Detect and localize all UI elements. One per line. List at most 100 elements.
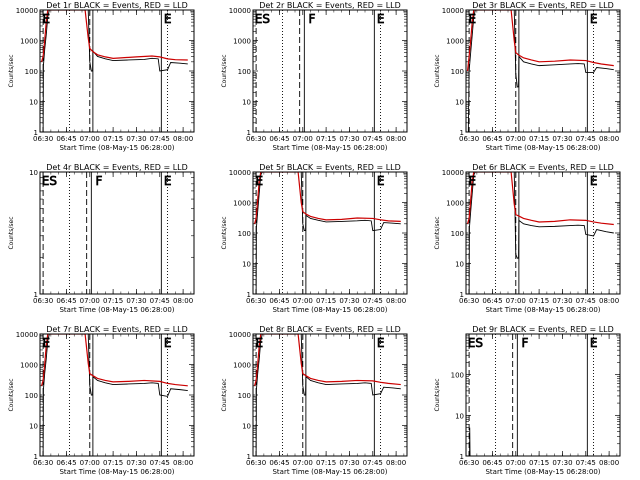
y-tick-label: 100 bbox=[451, 372, 464, 380]
x-tick-label: 07:15 bbox=[316, 297, 336, 305]
x-axis-label: Start Time (08-May-15 06:28:00) bbox=[485, 306, 600, 314]
time-marker-label: E bbox=[590, 12, 598, 26]
time-marker-label: E bbox=[377, 174, 385, 188]
time-marker-label: E bbox=[590, 174, 598, 188]
plot-frame bbox=[252, 333, 408, 457]
events-series-line bbox=[253, 172, 401, 294]
time-marker-label: E bbox=[256, 174, 264, 188]
x-tick-label: 07:00 bbox=[293, 135, 313, 143]
time-marker-label: F bbox=[521, 336, 528, 350]
chart-title: Det 6r BLACK = Events, RED = LLD bbox=[472, 163, 614, 172]
x-tick-label: 06:30 bbox=[459, 297, 479, 305]
y-tick-label: 10 bbox=[455, 261, 464, 269]
y-tick-label: 1 bbox=[34, 129, 38, 137]
plot-frame bbox=[39, 171, 195, 295]
x-tick-label: 07:15 bbox=[103, 297, 123, 305]
chart-panel: Det 9r BLACK = Events, RED = LLD Counts/s… bbox=[434, 325, 621, 476]
x-tick-label: 07:15 bbox=[529, 459, 549, 467]
x-tick-label: 07:30 bbox=[552, 459, 572, 467]
x-tick-label: 06:45 bbox=[56, 459, 76, 467]
y-tick-label: 10000 bbox=[229, 169, 251, 177]
chart-title: Det 9r BLACK = Events, RED = LLD bbox=[472, 325, 614, 334]
x-tick-label: 07:15 bbox=[529, 297, 549, 305]
chart-title: Det 2r BLACK = Events, RED = LLD bbox=[259, 1, 401, 10]
time-marker-label: ES bbox=[42, 174, 57, 188]
y-tick-label: 1 bbox=[34, 453, 38, 461]
x-tick-label: 06:45 bbox=[269, 297, 289, 305]
x-tick-label: 07:00 bbox=[80, 297, 100, 305]
events-series-line bbox=[466, 10, 614, 132]
y-tick-label: 1 bbox=[247, 291, 251, 299]
plot-frame bbox=[39, 9, 195, 133]
x-tick-label: 06:45 bbox=[482, 135, 502, 143]
time-marker-label: E bbox=[590, 336, 598, 350]
chart-title: Det 1r BLACK = Events, RED = LLD bbox=[46, 1, 188, 10]
y-axis-label: Counts/sec bbox=[434, 378, 441, 411]
events-series-line bbox=[40, 10, 188, 132]
x-tick-label: 06:45 bbox=[482, 297, 502, 305]
time-marker-label: E bbox=[43, 12, 51, 26]
x-tick-label: 07:30 bbox=[339, 459, 359, 467]
plot-frame bbox=[465, 333, 621, 457]
time-marker-label: E bbox=[164, 336, 172, 350]
x-tick-label: 06:30 bbox=[246, 459, 266, 467]
x-tick-label: 08:00 bbox=[173, 135, 193, 143]
chart-title: Det 3r BLACK = Events, RED = LLD bbox=[472, 1, 614, 10]
x-tick-label: 08:00 bbox=[173, 297, 193, 305]
x-tick-label: 08:00 bbox=[386, 135, 406, 143]
y-tick-label: 10 bbox=[242, 261, 251, 269]
x-tick-label: 08:00 bbox=[599, 135, 619, 143]
y-tick-label: 10 bbox=[242, 423, 251, 431]
x-tick-label: 07:00 bbox=[293, 297, 313, 305]
x-axis-label: Start Time (08-May-15 06:28:00) bbox=[59, 468, 174, 476]
y-tick-label: 1 bbox=[460, 291, 464, 299]
x-tick-label: 07:45 bbox=[363, 459, 383, 467]
x-tick-label: 06:30 bbox=[246, 297, 266, 305]
time-marker-label: E bbox=[469, 12, 477, 26]
x-tick-label: 07:15 bbox=[103, 135, 123, 143]
x-tick-label: 07:30 bbox=[339, 135, 359, 143]
x-tick-label: 07:30 bbox=[552, 297, 572, 305]
plot-frame bbox=[252, 9, 408, 133]
events-series-line bbox=[466, 172, 614, 294]
plot-frame bbox=[39, 333, 195, 457]
lld-series-line bbox=[253, 172, 401, 224]
x-tick-label: 07:45 bbox=[576, 459, 596, 467]
time-marker-label: ES bbox=[468, 336, 483, 350]
y-tick-label: 10000 bbox=[16, 7, 38, 15]
chart-panel: Det 8r BLACK = Events, RED = LLD Counts/s… bbox=[221, 325, 408, 476]
y-tick-label: 10 bbox=[29, 169, 38, 177]
x-tick-label: 07:45 bbox=[150, 459, 170, 467]
x-tick-label: 06:45 bbox=[269, 459, 289, 467]
time-marker-label: E bbox=[377, 12, 385, 26]
x-tick-label: 07:15 bbox=[316, 459, 336, 467]
y-tick-label: 100 bbox=[25, 392, 38, 400]
chart-panel: Det 7r BLACK = Events, RED = LLD Counts/s… bbox=[8, 325, 195, 476]
x-tick-label: 07:15 bbox=[103, 459, 123, 467]
chart-title: Det 8r BLACK = Events, RED = LLD bbox=[259, 325, 401, 334]
time-marker-label: E bbox=[377, 336, 385, 350]
chart-title: Det 7r BLACK = Events, RED = LLD bbox=[46, 325, 188, 334]
y-tick-label: 10 bbox=[29, 99, 38, 107]
events-series-line bbox=[40, 334, 188, 456]
y-tick-label: 100 bbox=[25, 68, 38, 76]
x-tick-label: 08:00 bbox=[173, 459, 193, 467]
y-tick-label: 1000 bbox=[233, 362, 251, 370]
x-tick-label: 06:30 bbox=[33, 297, 53, 305]
chart-panel: Det 1r BLACK = Events, RED = LLD Counts/s… bbox=[8, 1, 195, 152]
chart-panel: Det 5r BLACK = Events, RED = LLD Counts/s… bbox=[221, 163, 408, 314]
x-tick-label: 07:45 bbox=[576, 135, 596, 143]
x-tick-label: 08:00 bbox=[386, 459, 406, 467]
x-tick-label: 06:45 bbox=[56, 297, 76, 305]
y-axis-label: Counts/sec bbox=[221, 378, 228, 411]
y-tick-label: 100 bbox=[238, 230, 251, 238]
x-tick-label: 06:30 bbox=[33, 135, 53, 143]
y-tick-label: 100 bbox=[238, 68, 251, 76]
y-tick-label: 10000 bbox=[16, 331, 38, 339]
y-axis-label: Counts/sec bbox=[434, 216, 441, 249]
y-axis-label: Counts/sec bbox=[221, 54, 228, 87]
lld-series-line bbox=[466, 172, 614, 226]
x-tick-label: 07:30 bbox=[339, 297, 359, 305]
chart-title: Det 5r BLACK = Events, RED = LLD bbox=[259, 163, 401, 172]
